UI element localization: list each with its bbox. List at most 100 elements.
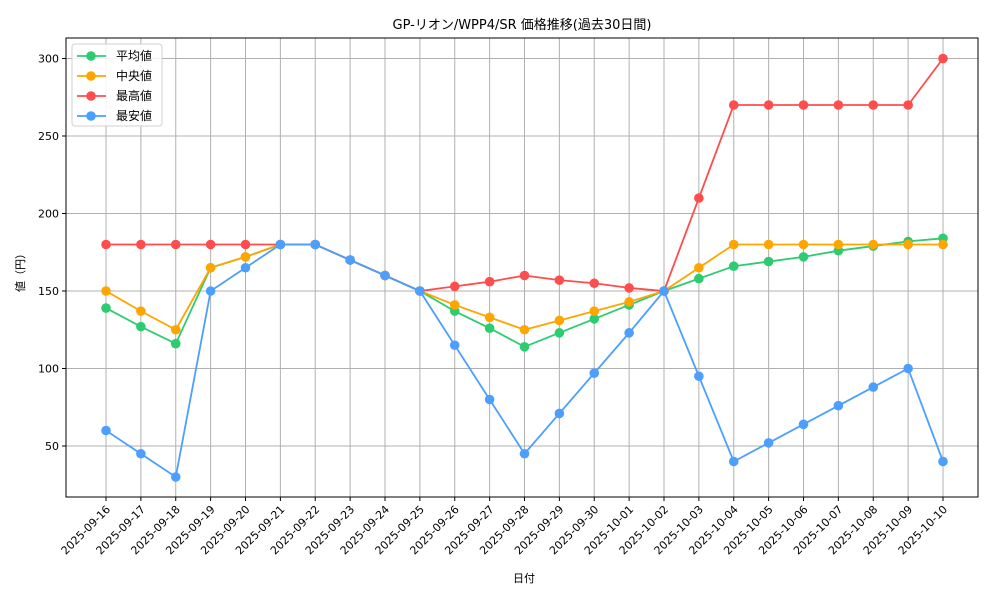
data-point-marker [205, 239, 216, 250]
data-point-marker [449, 340, 460, 351]
data-point-marker [519, 342, 530, 352]
data-point-marker [275, 239, 286, 250]
data-point-marker [589, 306, 600, 316]
data-point-marker [798, 239, 809, 250]
data-point-marker [763, 239, 774, 250]
legend-label: 平均値 [116, 48, 152, 63]
data-point-marker [101, 239, 111, 250]
plot-frame [65, 37, 979, 498]
data-point-marker [101, 286, 111, 296]
data-point-marker [938, 456, 948, 467]
data-point-marker [205, 286, 216, 296]
data-point-marker [345, 255, 355, 265]
data-point-marker [868, 100, 879, 110]
data-point-marker [519, 324, 530, 335]
series-2 [101, 53, 948, 296]
y-tick-label: 250 [38, 130, 59, 143]
chart-title: GP-リオン/WPP4/SR 価格推移(過去30日間) [393, 17, 652, 33]
data-point-marker [798, 100, 809, 110]
data-point-marker [170, 324, 181, 335]
data-point-marker [170, 472, 181, 482]
data-point-marker [589, 278, 600, 289]
data-point-marker [798, 419, 809, 430]
data-point-marker [589, 368, 600, 378]
data-point-marker [694, 371, 704, 382]
data-point-marker [694, 273, 704, 284]
data-point-marker [484, 323, 495, 334]
legend-marker-icon [86, 71, 96, 81]
data-point-marker [519, 270, 530, 281]
data-point-marker [136, 448, 146, 459]
legend-marker-icon [86, 51, 96, 61]
data-point-marker [205, 262, 216, 273]
data-point-marker [868, 239, 879, 250]
data-point-marker [554, 328, 565, 338]
legend-marker-icon [86, 91, 96, 101]
legend-marker-icon [86, 111, 96, 121]
legend-item: 最高値 [77, 88, 152, 103]
data-point-marker [554, 315, 565, 326]
data-point-marker [240, 239, 251, 250]
legend-label: 最安値 [116, 108, 152, 123]
data-point-marker [833, 239, 844, 250]
data-point-marker [833, 100, 844, 110]
y-tick-label: 100 [38, 363, 59, 376]
data-point-marker [101, 425, 111, 436]
data-point-marker [798, 252, 809, 262]
data-point-marker [380, 270, 390, 281]
data-point-marker [449, 281, 460, 292]
x-axis-ticks: 2025-09-162025-09-172025-09-182025-09-19… [59, 497, 950, 557]
data-point-marker [694, 262, 704, 273]
data-point-marker [484, 312, 495, 323]
data-point-marker [624, 283, 634, 293]
legend-box [71, 43, 163, 127]
data-point-marker [519, 448, 530, 459]
data-point-marker [694, 193, 704, 203]
data-point-marker [554, 275, 565, 285]
data-point-marker [554, 408, 565, 419]
series-3 [101, 239, 948, 482]
legend-label: 最高値 [116, 88, 152, 103]
data-point-marker [136, 239, 146, 250]
data-point-marker [763, 256, 774, 267]
x-axis-label: 日付 [513, 572, 535, 585]
y-tick-label: 200 [38, 208, 59, 221]
data-point-marker [415, 286, 425, 296]
data-point-marker [903, 100, 913, 110]
data-point-marker [624, 328, 634, 338]
data-point-marker [763, 438, 774, 448]
legend-item: 最安値 [77, 108, 152, 123]
legend-label: 中央値 [116, 68, 152, 83]
data-point-marker [484, 394, 495, 405]
y-tick-label: 50 [45, 440, 59, 453]
data-point-marker [136, 321, 146, 332]
data-point-marker [728, 239, 739, 250]
data-point-marker [484, 276, 495, 287]
data-point-marker [903, 239, 913, 250]
data-point-marker [170, 239, 181, 250]
data-point-marker [728, 100, 739, 110]
y-tick-label: 300 [38, 53, 59, 66]
series-layer [101, 53, 948, 482]
data-point-marker [833, 400, 844, 411]
data-point-marker [728, 456, 739, 467]
legend-item: 平均値 [77, 48, 152, 63]
y-axis-ticks: 50 100 150 200 250 300 [38, 53, 66, 453]
data-point-marker [659, 286, 669, 296]
data-point-marker [240, 252, 251, 262]
data-point-marker [101, 303, 111, 313]
data-point-marker [449, 300, 460, 310]
data-point-marker [868, 382, 879, 392]
y-axis-label: 値（円） [14, 248, 27, 292]
y-tick-label: 150 [38, 285, 59, 298]
data-point-marker [136, 306, 146, 316]
data-point-marker [728, 261, 739, 272]
data-point-marker [589, 314, 600, 324]
data-point-marker [763, 100, 774, 110]
grid-lines [66, 38, 978, 497]
data-point-marker [938, 239, 948, 250]
data-point-marker [938, 53, 948, 64]
data-point-marker [310, 239, 321, 250]
